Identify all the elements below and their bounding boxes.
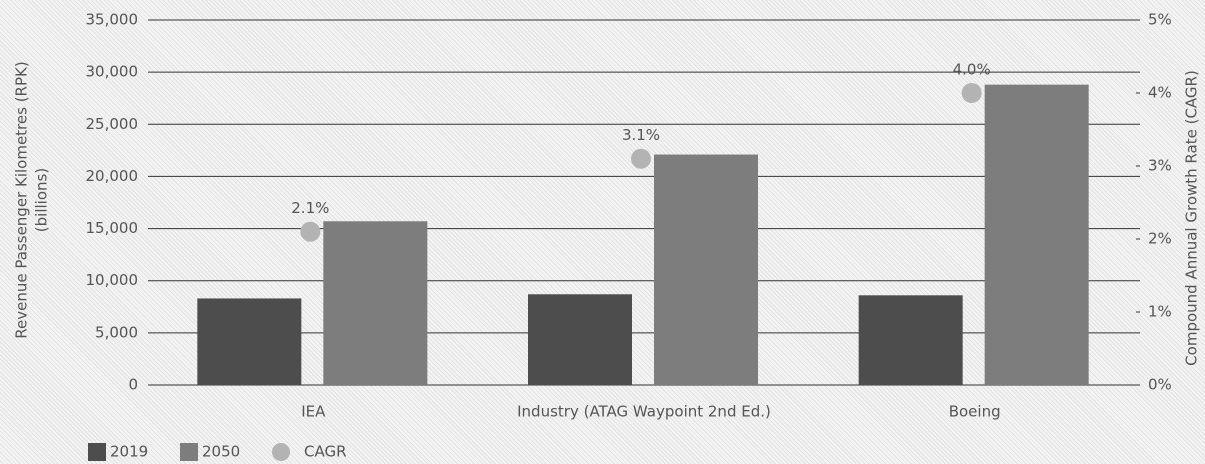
legend-swatch bbox=[272, 443, 290, 461]
legend-label: CAGR bbox=[304, 443, 347, 461]
y-tick-label: 10,000 bbox=[86, 271, 139, 289]
y2-tick-label: 1% bbox=[1148, 303, 1172, 321]
y2-tick-label: 3% bbox=[1148, 157, 1172, 175]
legend-label: 2019 bbox=[110, 443, 148, 461]
y2-tick-label: 0% bbox=[1148, 376, 1172, 394]
bar bbox=[984, 84, 1089, 386]
data-label: 4.0% bbox=[953, 61, 991, 79]
y-axis-label: (billions) bbox=[33, 168, 51, 232]
y2-axis-label: Compound Annual Growth Rate (CAGR) bbox=[1183, 70, 1201, 366]
legend-swatch bbox=[180, 443, 198, 461]
y-tick-label: 25,000 bbox=[86, 115, 139, 133]
y2-tick-label: 4% bbox=[1148, 84, 1172, 102]
bar bbox=[197, 298, 302, 385]
cagr-point bbox=[300, 221, 321, 242]
bar bbox=[654, 154, 758, 385]
x-tick-label: IEA bbox=[301, 403, 326, 421]
data-label: 2.1% bbox=[291, 199, 329, 217]
y-tick-label: 15,000 bbox=[86, 219, 139, 237]
y2-tick-label: 5% bbox=[1148, 11, 1172, 29]
bar bbox=[323, 221, 428, 385]
y2-tick-label: 2% bbox=[1148, 230, 1172, 248]
legend-label: 2050 bbox=[202, 443, 240, 461]
data-label: 3.1% bbox=[622, 126, 660, 144]
y-tick-label: 30,000 bbox=[86, 63, 139, 81]
y-tick-label: 5,000 bbox=[95, 323, 138, 341]
bar bbox=[858, 295, 963, 385]
cagr-point bbox=[961, 83, 982, 103]
bar bbox=[528, 294, 632, 385]
x-tick-label: Industry (ATAG Waypoint 2nd Ed.) bbox=[517, 403, 771, 421]
y-tick-label: 35,000 bbox=[86, 11, 139, 29]
y-tick-label: 20,000 bbox=[86, 167, 139, 185]
x-tick-label: Boeing bbox=[949, 403, 1001, 421]
y-tick-label: 0 bbox=[128, 376, 138, 394]
legend-swatch bbox=[88, 443, 106, 461]
cagr-point bbox=[631, 148, 651, 169]
y-axis-label: Revenue Passenger Kilometres (RPK) bbox=[13, 61, 31, 338]
